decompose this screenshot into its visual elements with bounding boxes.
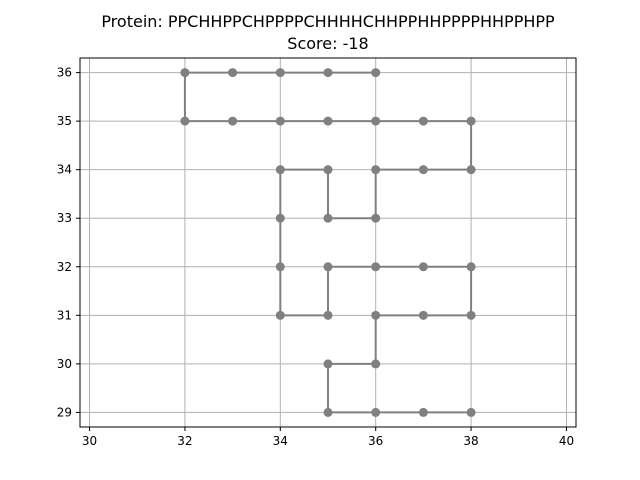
residue-point — [323, 213, 333, 223]
residue-point — [466, 310, 476, 320]
residue-point — [371, 68, 381, 78]
residue-point — [371, 407, 381, 417]
residue-point — [323, 68, 333, 78]
x-tick-label: 36 — [368, 434, 383, 448]
residue-point — [466, 116, 476, 126]
residue-point — [180, 68, 190, 78]
residue-point — [371, 359, 381, 369]
residue-point — [466, 407, 476, 417]
residue-point — [323, 310, 333, 320]
x-tick-label: 30 — [82, 434, 97, 448]
x-tick-label: 34 — [273, 434, 288, 448]
residue-point — [323, 262, 333, 272]
residue-point — [228, 116, 238, 126]
residue-point — [275, 165, 285, 175]
tick-layer: 30 32 34 36 38 40 29 30 31 32 33 34 35 36 — [57, 66, 574, 448]
series-layer — [180, 68, 476, 417]
residue-point — [275, 262, 285, 272]
residue-point — [323, 407, 333, 417]
residue-point — [371, 262, 381, 272]
x-tick-label: 38 — [463, 434, 478, 448]
residue-point — [418, 407, 428, 417]
y-tick-label: 30 — [57, 357, 72, 371]
residue-point — [275, 116, 285, 126]
residue-point — [323, 116, 333, 126]
y-tick-label: 36 — [57, 66, 72, 80]
y-tick-label: 31 — [57, 308, 72, 322]
residue-point — [418, 165, 428, 175]
residue-point — [323, 165, 333, 175]
residue-point — [275, 213, 285, 223]
y-tick-label: 33 — [57, 211, 72, 225]
residue-point — [180, 116, 190, 126]
residue-point — [371, 116, 381, 126]
chart-title: Protein: PPCHHPPCHPPPPCHHHHCHHPPHHPPPPHH… — [101, 12, 555, 31]
residue-point — [371, 213, 381, 223]
residue-point — [371, 310, 381, 320]
axes-frame — [79, 57, 577, 428]
plot-area: 30 32 34 36 38 40 29 30 31 32 33 34 35 36 — [57, 57, 577, 448]
residue-point — [466, 262, 476, 272]
x-tick-label: 40 — [559, 434, 574, 448]
residue-point — [228, 68, 238, 78]
residue-point — [418, 310, 428, 320]
residue-point — [418, 262, 428, 272]
y-tick-label: 35 — [57, 114, 72, 128]
residue-point — [275, 68, 285, 78]
y-tick-label: 34 — [57, 163, 72, 177]
residue-point — [323, 359, 333, 369]
residue-point — [275, 310, 285, 320]
residue-point — [466, 165, 476, 175]
y-tick-label: 29 — [57, 405, 72, 419]
y-tick-label: 32 — [57, 260, 72, 274]
residue-point — [371, 165, 381, 175]
x-tick-label: 32 — [177, 434, 192, 448]
residue-point — [418, 116, 428, 126]
chart-subtitle: Score: -18 — [287, 34, 368, 53]
